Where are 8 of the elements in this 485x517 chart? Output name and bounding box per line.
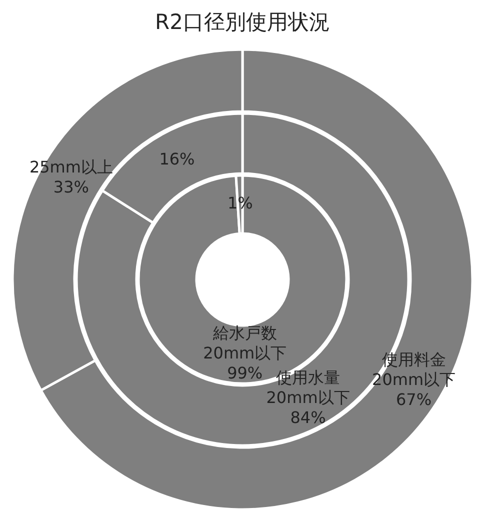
chart-title: R2口径別使用状況 [154, 9, 331, 36]
data-label: 84% [290, 408, 326, 427]
data-label: 99% [227, 364, 263, 383]
data-label: 67% [396, 390, 432, 409]
slice-label: 20mm以下 [203, 344, 287, 363]
slice-label: 20mm以下 [266, 388, 350, 407]
data-label: 16% [159, 149, 195, 168]
data-label: 33% [53, 177, 89, 196]
